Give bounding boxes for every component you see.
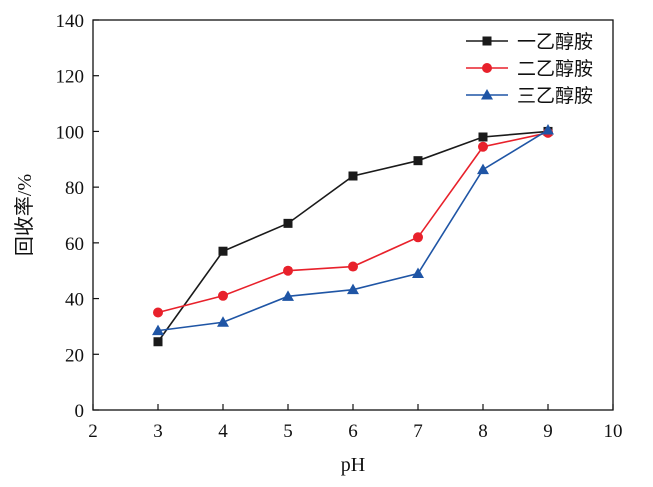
legend-marker <box>482 63 492 73</box>
y-axis-title: 回收率/% <box>13 174 36 256</box>
x-axis-title: pH <box>341 454 365 476</box>
data-point <box>217 316 229 327</box>
legend-label: 一乙醇胺 <box>517 31 593 53</box>
y-tick-label: 60 <box>65 234 84 255</box>
legend-label: 二乙醇胺 <box>517 58 593 80</box>
data-point <box>412 267 424 278</box>
x-tick-label: 4 <box>218 421 228 442</box>
series-line <box>157 129 549 332</box>
series-3 <box>152 124 554 336</box>
data-point <box>152 324 164 336</box>
legend-item: 三乙醇胺 <box>466 85 593 107</box>
y-tick-label: 40 <box>65 290 84 311</box>
legend-label: 三乙醇胺 <box>517 85 593 107</box>
data-point <box>413 156 423 166</box>
data-point <box>348 171 358 181</box>
y-tick-label: 80 <box>65 178 84 199</box>
legend-item: 一乙醇胺 <box>466 31 593 53</box>
legend-marker <box>481 89 493 100</box>
legend-marker <box>482 36 492 46</box>
data-point <box>153 337 163 347</box>
data-point <box>283 218 293 228</box>
data-point <box>218 290 228 301</box>
y-tick-label: 140 <box>56 11 85 32</box>
data-point <box>283 265 293 276</box>
x-tick-label: 2 <box>88 421 98 442</box>
legend-item: 二乙醇胺 <box>466 58 593 80</box>
data-point <box>347 283 359 295</box>
data-point <box>282 290 294 301</box>
y-tick-label: 20 <box>65 345 84 366</box>
x-tick-label: 10 <box>604 421 623 442</box>
x-tick-label: 6 <box>348 421 358 442</box>
data-point <box>348 261 358 272</box>
y-tick-label: 120 <box>56 67 85 88</box>
x-tick-label: 3 <box>153 421 163 442</box>
x-tick-label: 5 <box>283 421 293 442</box>
data-point <box>218 246 228 256</box>
y-tick-label: 100 <box>56 122 85 143</box>
data-point <box>413 232 423 243</box>
series-layer <box>152 124 554 347</box>
y-tick-label: 0 <box>75 401 85 422</box>
data-point <box>478 132 488 142</box>
series-line <box>157 130 549 343</box>
data-point <box>542 124 554 135</box>
x-tick-label: 7 <box>413 421 423 442</box>
x-tick-label: 8 <box>478 421 488 442</box>
x-tick-label: 9 <box>543 421 553 442</box>
series-1 <box>153 126 553 347</box>
data-point <box>477 163 489 175</box>
data-point <box>478 141 488 152</box>
data-point <box>153 307 163 318</box>
